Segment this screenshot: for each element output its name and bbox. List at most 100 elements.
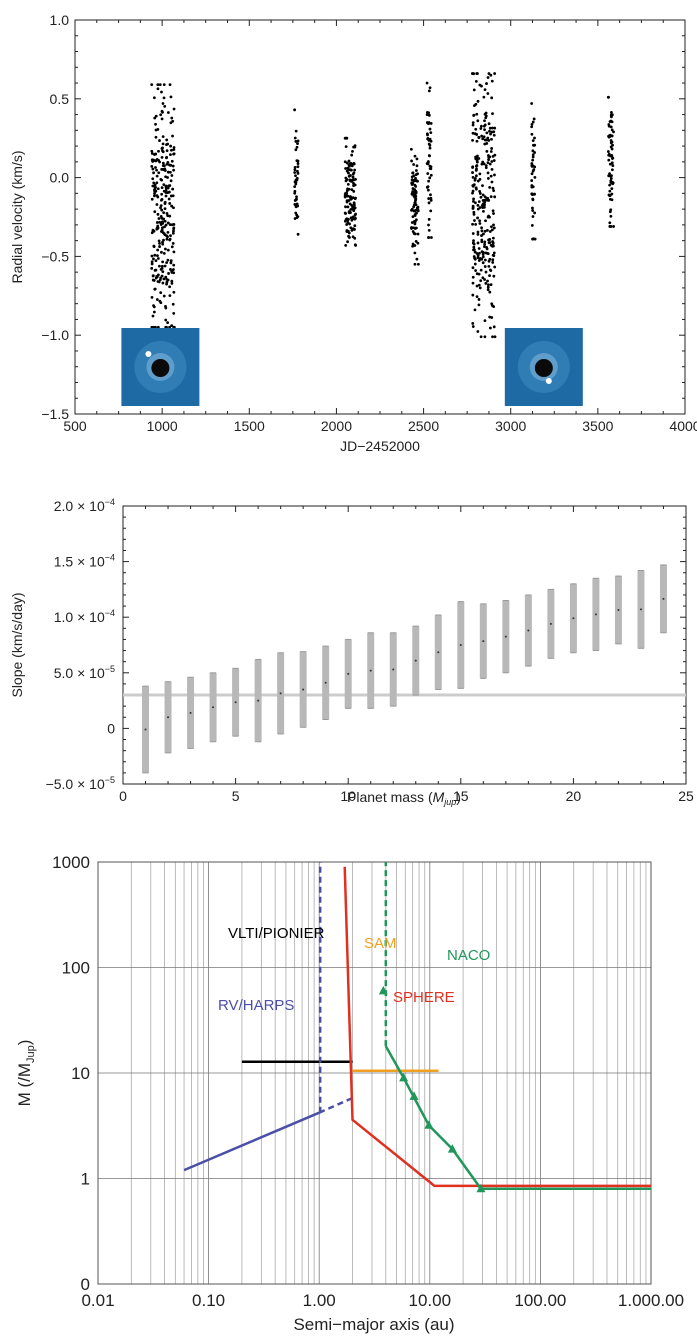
limits-x-tick-label: 10.00	[409, 1291, 452, 1310]
rv-point	[475, 272, 479, 276]
rv-point	[471, 232, 475, 235]
rv-point	[171, 302, 175, 306]
rv-point	[490, 96, 494, 100]
rv-point	[160, 90, 163, 94]
slope-mean-point	[369, 669, 372, 672]
rv-point	[487, 264, 491, 268]
rv-point	[294, 181, 298, 184]
slope-mean-point	[437, 651, 440, 654]
slope-x-tick-label: 5	[232, 788, 240, 804]
slope-mean-point	[617, 608, 620, 611]
rv-point	[351, 196, 355, 200]
rv-point	[530, 172, 534, 176]
rv-point	[482, 232, 485, 236]
slope-mean-point	[572, 617, 575, 620]
rv-point	[172, 312, 176, 315]
rv-point	[429, 139, 433, 143]
rv-point	[483, 198, 487, 202]
rv-insets	[121, 328, 583, 406]
slope-mass-column	[254, 658, 262, 743]
rv-point	[607, 158, 611, 162]
rv-point	[157, 217, 161, 220]
rv-point	[485, 197, 489, 201]
slope-mean-point	[257, 699, 260, 702]
rv-point	[160, 155, 164, 159]
rv-point	[160, 198, 163, 202]
rv-point	[489, 132, 492, 136]
rv-point	[611, 157, 614, 160]
rv-point	[348, 178, 352, 182]
rv-point	[416, 241, 420, 245]
rv-point	[489, 73, 493, 77]
rv-point	[154, 166, 157, 169]
slope-mass-column	[637, 569, 645, 649]
rv-point	[168, 214, 172, 218]
rv-point	[478, 251, 481, 255]
rv-point	[161, 161, 165, 165]
rv-point	[172, 263, 176, 267]
rv-point	[171, 187, 175, 191]
rv-point	[427, 197, 431, 200]
rv-point	[166, 111, 170, 114]
slope-y-axis: −5.0 × 10−5 0 5.0 × 10−5 1.0 × 10−4 1.5 × 10…	[46, 497, 686, 792]
rv-point	[480, 257, 484, 261]
rv-point	[612, 130, 615, 134]
rv-point	[608, 225, 612, 228]
rv-point	[153, 268, 157, 272]
rv-point	[608, 120, 612, 124]
rv-point	[346, 230, 350, 233]
rv-point	[471, 123, 475, 127]
rv-point	[411, 215, 415, 219]
rv-point	[429, 122, 433, 125]
rv-point	[168, 238, 172, 242]
limits-x-axis: 0.01 0.10 1.00 10.00 100.00 1.000.00	[81, 1291, 684, 1310]
rv-point	[350, 228, 354, 232]
rv-point	[347, 199, 351, 202]
rv-point	[157, 239, 161, 243]
rv-point	[531, 139, 535, 143]
rv-point	[352, 184, 355, 188]
rv-point	[487, 158, 490, 162]
limits-y-label: M (/MJup)	[15, 1040, 37, 1107]
rv-point	[150, 152, 154, 155]
rv-point	[474, 222, 478, 226]
rv-point	[150, 295, 154, 299]
rv-point	[428, 86, 432, 90]
rv-point	[490, 137, 493, 141]
rv-point	[353, 206, 357, 210]
slope-mass-column	[502, 600, 510, 674]
rv-point	[471, 184, 475, 188]
rv-point	[479, 279, 483, 283]
slope-mean-point	[302, 688, 305, 691]
rv-point	[166, 186, 170, 190]
rv-point	[156, 87, 160, 91]
rv-point	[162, 217, 166, 221]
slope-mass-column	[614, 575, 622, 645]
rv-point	[293, 189, 297, 193]
rv-point	[493, 195, 497, 199]
rv-point	[479, 335, 483, 339]
rv-point	[413, 154, 417, 158]
rv-point	[485, 131, 489, 135]
rv-point	[161, 242, 165, 246]
rv-point	[427, 142, 431, 146]
rv-point	[413, 220, 417, 224]
rv-point	[483, 242, 487, 246]
rv-point	[488, 126, 492, 130]
rv-point	[416, 262, 420, 266]
rv-point	[487, 259, 491, 263]
rv-point	[160, 250, 163, 254]
rv-point	[151, 314, 155, 318]
slope-y-tick-label: 1.5 × 10−4	[54, 553, 115, 570]
inset-image-right	[504, 328, 583, 406]
rv-point	[156, 195, 160, 199]
rv-x-tick-label: 3500	[582, 418, 613, 434]
slope-mean-point	[549, 622, 552, 625]
rv-point	[293, 168, 297, 172]
rv-point	[475, 164, 479, 167]
rv-point	[531, 120, 535, 124]
rv-point	[429, 173, 433, 177]
slope-mean-point	[459, 644, 462, 646]
rv-point	[413, 188, 417, 191]
